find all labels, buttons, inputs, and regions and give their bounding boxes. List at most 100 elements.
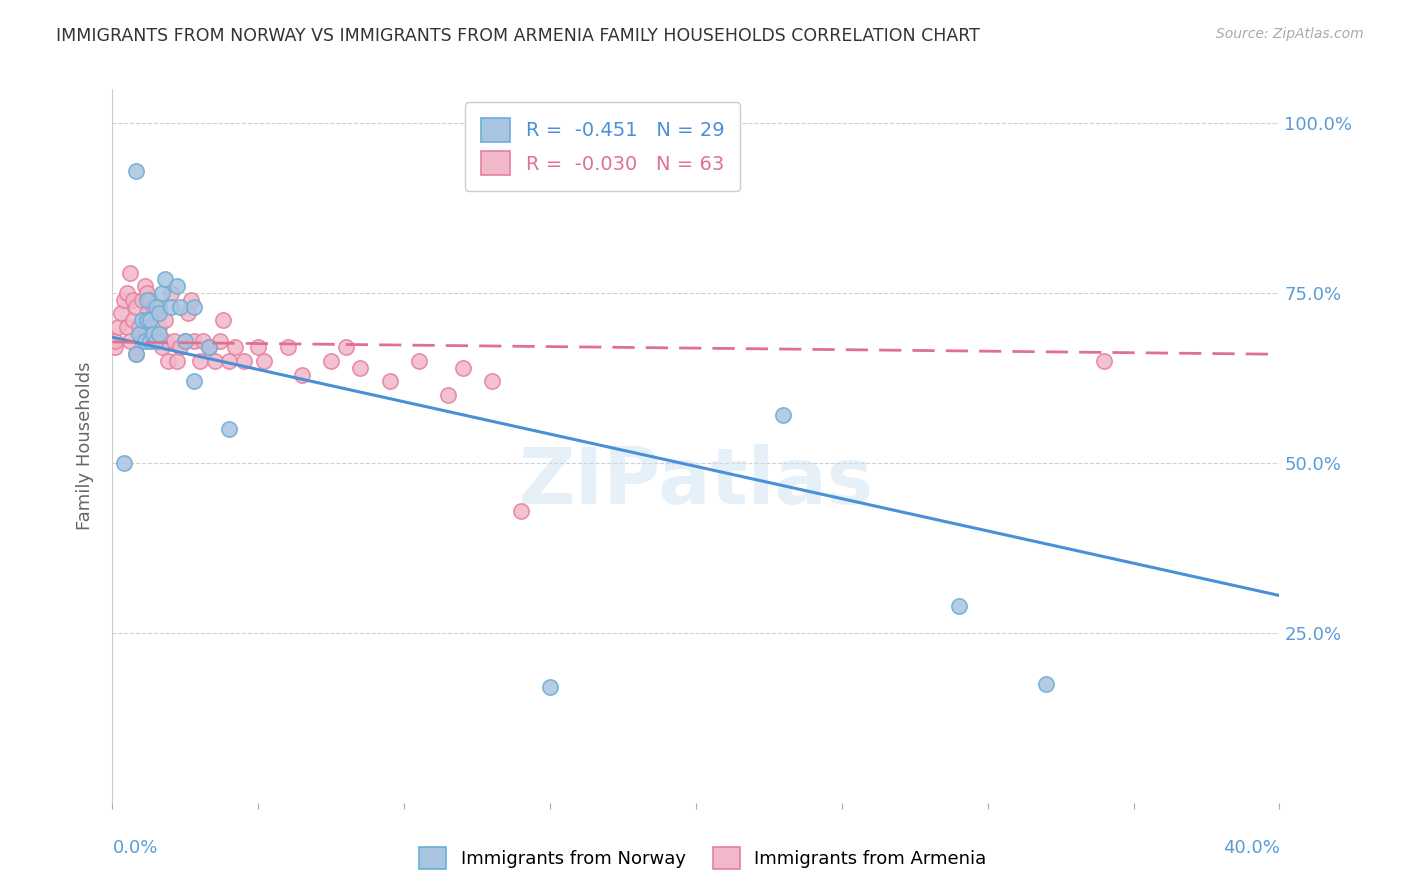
Point <box>209 334 232 348</box>
Point <box>150 341 173 355</box>
Point <box>148 306 170 320</box>
Point <box>177 306 200 320</box>
Point <box>183 334 205 348</box>
Point <box>145 300 167 314</box>
Point <box>107 320 129 334</box>
Text: IMMIGRANTS FROM NORWAY VS IMMIGRANTS FROM ARMENIA FAMILY HOUSEHOLDS CORRELATION : IMMIGRANTS FROM NORWAY VS IMMIGRANTS FRO… <box>56 27 980 45</box>
Point <box>224 341 246 355</box>
Point <box>174 334 197 348</box>
Point <box>180 293 202 307</box>
Point <box>142 313 165 327</box>
Point <box>232 354 254 368</box>
Point <box>145 306 167 320</box>
Point <box>142 326 165 341</box>
Point <box>118 334 141 348</box>
Point <box>125 347 148 361</box>
Y-axis label: Family Households: Family Households <box>76 362 94 530</box>
Point <box>247 341 270 355</box>
Point <box>131 293 153 307</box>
Point <box>125 347 148 361</box>
Point <box>437 388 460 402</box>
Point <box>218 354 240 368</box>
Point <box>1035 677 1057 691</box>
Point <box>134 334 156 348</box>
Point <box>125 300 148 314</box>
Point <box>112 456 135 470</box>
Point <box>160 300 183 314</box>
Point <box>160 286 183 301</box>
Point <box>131 334 153 348</box>
Point <box>131 313 153 327</box>
Point <box>218 422 240 436</box>
Point <box>169 300 191 314</box>
Point <box>378 375 401 389</box>
Text: ZIPatlas: ZIPatlas <box>519 443 873 520</box>
Point <box>174 334 197 348</box>
Point <box>128 326 150 341</box>
Point <box>169 341 191 355</box>
Point <box>156 354 179 368</box>
Point <box>188 354 211 368</box>
Point <box>136 293 159 307</box>
Point <box>150 286 173 301</box>
Text: 0.0%: 0.0% <box>112 838 157 856</box>
Point <box>253 354 276 368</box>
Point <box>163 334 186 348</box>
Point <box>139 334 162 348</box>
Point <box>136 306 159 320</box>
Point <box>212 313 235 327</box>
Point <box>166 354 188 368</box>
Point <box>148 326 170 341</box>
Point <box>166 279 188 293</box>
Point <box>335 341 357 355</box>
Point <box>139 293 162 307</box>
Point <box>118 266 141 280</box>
Point <box>134 320 156 334</box>
Point <box>451 360 474 375</box>
Point <box>110 306 132 320</box>
Point <box>104 334 127 348</box>
Point <box>148 320 170 334</box>
Point <box>183 375 205 389</box>
Point <box>481 375 503 389</box>
Point <box>134 279 156 293</box>
Point <box>115 286 138 301</box>
Point <box>153 272 176 286</box>
Point <box>148 300 170 314</box>
Point <box>139 334 162 348</box>
Point <box>125 163 148 178</box>
Point <box>408 354 430 368</box>
Point <box>509 503 531 517</box>
Point <box>145 334 167 348</box>
Point <box>145 334 167 348</box>
Legend: Immigrants from Norway, Immigrants from Armenia: Immigrants from Norway, Immigrants from … <box>411 838 995 879</box>
Point <box>153 313 176 327</box>
Point <box>1094 354 1116 368</box>
Point <box>772 409 794 423</box>
Point <box>112 293 135 307</box>
Point <box>122 313 145 327</box>
Point <box>139 313 162 327</box>
Point <box>128 320 150 334</box>
Point <box>122 293 145 307</box>
Point <box>204 354 226 368</box>
Point <box>191 334 214 348</box>
Point <box>136 286 159 301</box>
Point <box>104 341 127 355</box>
Point <box>153 334 176 348</box>
Point <box>183 300 205 314</box>
Point <box>197 341 219 355</box>
Point <box>136 313 159 327</box>
Point <box>115 320 138 334</box>
Point <box>276 341 298 355</box>
Point <box>349 360 371 375</box>
Point <box>197 341 219 355</box>
Point <box>321 354 343 368</box>
Text: Source: ZipAtlas.com: Source: ZipAtlas.com <box>1216 27 1364 41</box>
Text: 40.0%: 40.0% <box>1223 838 1279 856</box>
Point <box>291 368 314 382</box>
Point <box>142 300 165 314</box>
Point <box>538 680 561 694</box>
Point <box>948 599 970 613</box>
Legend: R =  -0.451   N = 29, R =  -0.030   N = 63: R = -0.451 N = 29, R = -0.030 N = 63 <box>465 103 740 191</box>
